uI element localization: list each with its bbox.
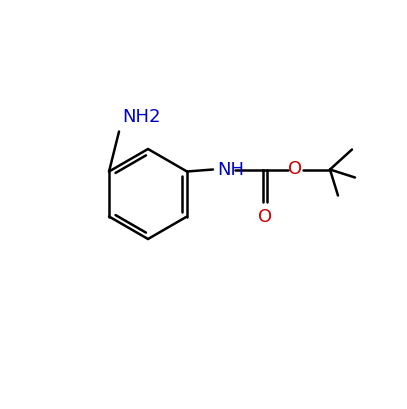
Text: O: O (288, 160, 302, 178)
Text: NH2: NH2 (122, 108, 160, 126)
Text: O: O (258, 208, 272, 226)
Text: NH: NH (217, 161, 244, 179)
